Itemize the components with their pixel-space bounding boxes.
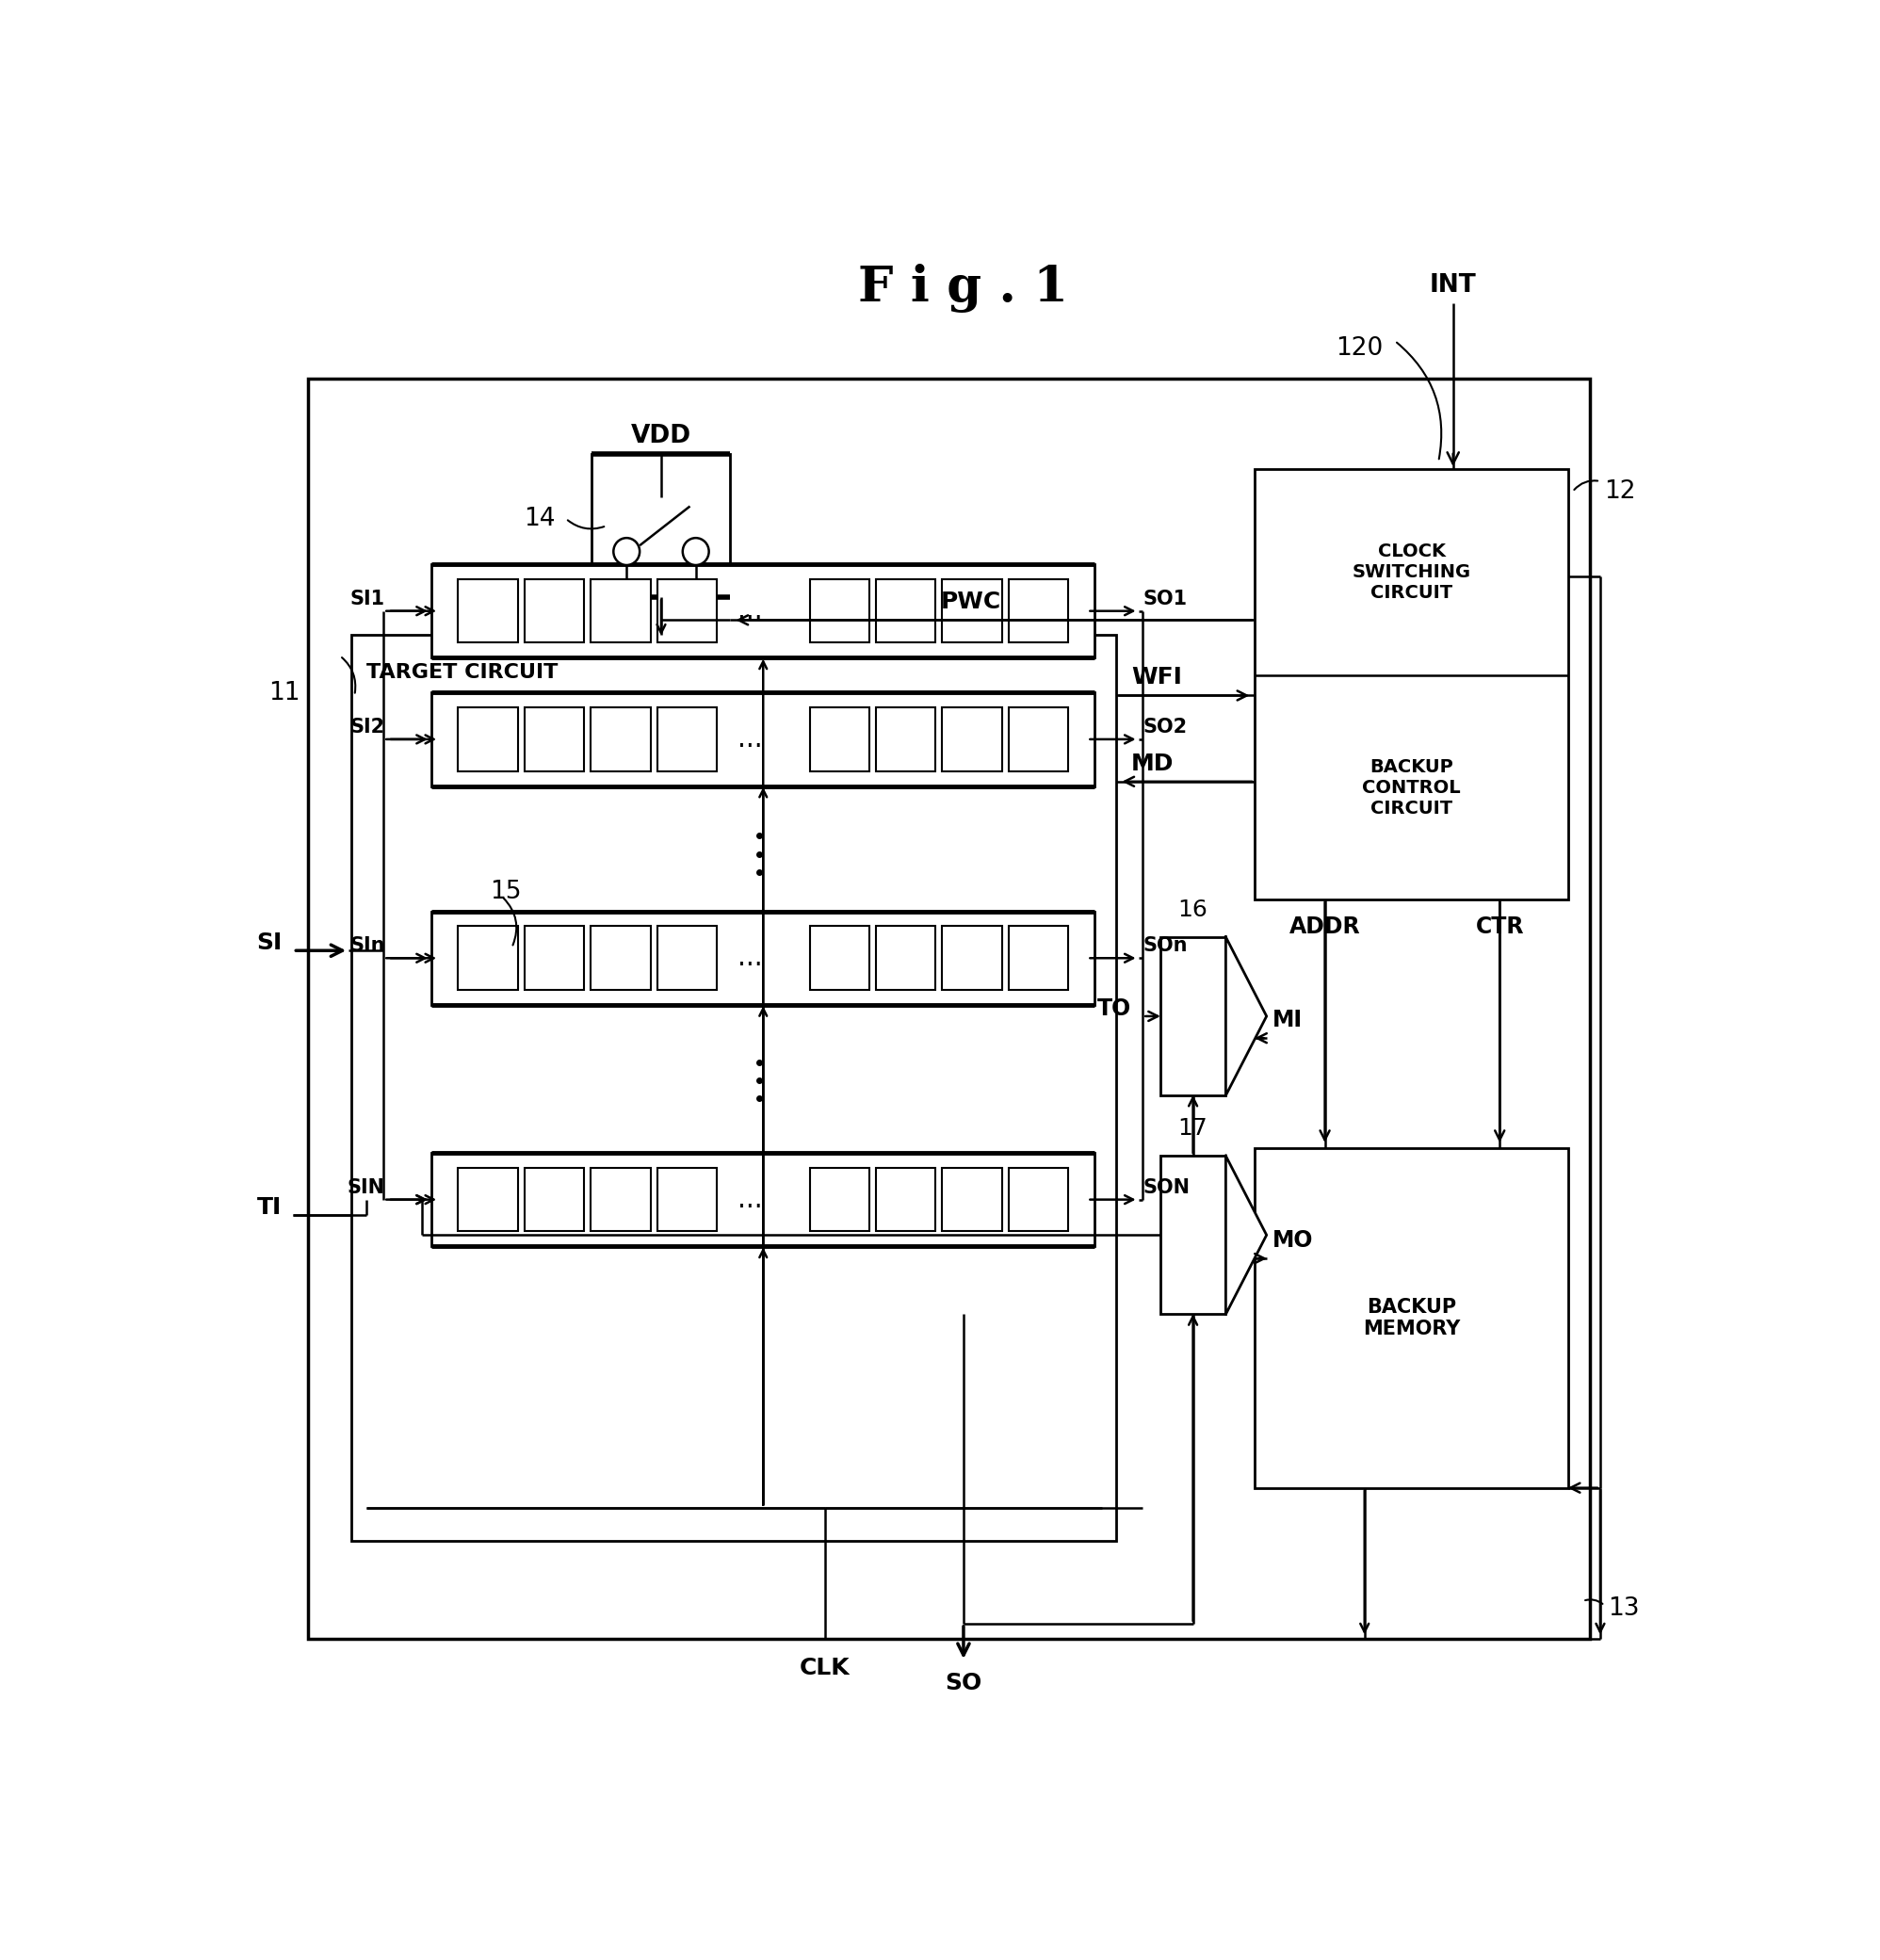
Bar: [1008, 578, 1068, 643]
Bar: [1254, 1149, 1568, 1488]
Text: MO: MO: [1273, 1229, 1314, 1252]
Text: 12: 12: [1604, 480, 1636, 504]
Text: 11: 11: [269, 682, 301, 706]
Text: MD: MD: [1132, 753, 1173, 774]
Bar: [308, 378, 1590, 1639]
Text: WFI: WFI: [1132, 666, 1183, 688]
Bar: [525, 1168, 585, 1231]
Bar: [658, 578, 716, 643]
Text: PWC: PWC: [940, 590, 1000, 613]
Bar: [525, 708, 585, 770]
Bar: [1160, 1156, 1226, 1315]
Bar: [1008, 1168, 1068, 1231]
Polygon shape: [1226, 1156, 1267, 1315]
Circle shape: [682, 537, 709, 564]
Bar: [658, 1168, 716, 1231]
Bar: [1008, 708, 1068, 770]
Text: TI: TI: [258, 1196, 282, 1219]
Polygon shape: [1226, 937, 1267, 1096]
Bar: [876, 708, 936, 770]
Bar: [810, 1168, 869, 1231]
Text: ADDR: ADDR: [1290, 915, 1361, 937]
Bar: [810, 578, 869, 643]
Text: ...: ...: [737, 945, 763, 972]
Bar: [1008, 927, 1068, 990]
Bar: [590, 578, 650, 643]
Bar: [942, 1168, 1002, 1231]
Bar: [658, 927, 716, 990]
Text: SIN: SIN: [348, 1178, 385, 1198]
Text: ...: ...: [737, 725, 763, 753]
Bar: [432, 692, 1094, 786]
Bar: [658, 708, 716, 770]
Circle shape: [613, 537, 639, 564]
Bar: [352, 635, 1117, 1541]
Bar: [590, 708, 650, 770]
Bar: [876, 578, 936, 643]
Text: TARGET CIRCUIT: TARGET CIRCUIT: [367, 662, 558, 682]
Text: VDD: VDD: [632, 423, 692, 449]
Bar: [942, 578, 1002, 643]
Bar: [810, 927, 869, 990]
Text: 17: 17: [1179, 1117, 1209, 1141]
Text: SO2: SO2: [1143, 717, 1186, 737]
Text: BACKUP
CONTROL
CIRCUIT: BACKUP CONTROL CIRCUIT: [1363, 759, 1461, 817]
Text: ...: ...: [737, 598, 763, 623]
Text: CLOCK
SWITCHING
CIRCUIT: CLOCK SWITCHING CIRCUIT: [1352, 543, 1470, 602]
Text: SIn: SIn: [350, 937, 385, 955]
Bar: [876, 1168, 936, 1231]
Text: INT: INT: [1429, 272, 1476, 298]
Bar: [459, 927, 517, 990]
Bar: [942, 708, 1002, 770]
Bar: [459, 1168, 517, 1231]
Bar: [432, 911, 1094, 1005]
Bar: [590, 1168, 650, 1231]
Text: 15: 15: [491, 880, 521, 904]
Text: TO: TO: [1096, 998, 1132, 1019]
Text: 13: 13: [1607, 1595, 1639, 1621]
Bar: [459, 708, 517, 770]
Text: MI: MI: [1273, 1009, 1303, 1031]
Text: ...: ...: [737, 1186, 763, 1213]
Text: F i g . 1: F i g . 1: [859, 263, 1068, 312]
Text: SI2: SI2: [350, 717, 385, 737]
Text: SON: SON: [1143, 1178, 1190, 1198]
Text: SO1: SO1: [1143, 590, 1186, 608]
Bar: [810, 708, 869, 770]
Text: BACKUP
MEMORY: BACKUP MEMORY: [1363, 1298, 1461, 1339]
Text: SI: SI: [256, 931, 282, 955]
Text: 120: 120: [1337, 337, 1384, 361]
Bar: [1160, 937, 1226, 1096]
Bar: [942, 927, 1002, 990]
Text: SOn: SOn: [1143, 937, 1188, 955]
Bar: [590, 927, 650, 990]
Text: 16: 16: [1179, 898, 1209, 921]
Bar: [459, 578, 517, 643]
Bar: [592, 455, 729, 598]
Bar: [1254, 468, 1568, 900]
Text: CLK: CLK: [799, 1656, 850, 1680]
Bar: [525, 578, 585, 643]
Bar: [876, 927, 936, 990]
Bar: [432, 1152, 1094, 1247]
Bar: [432, 564, 1094, 659]
Text: 14: 14: [525, 506, 556, 531]
Text: CTR: CTR: [1476, 915, 1525, 937]
Text: SI1: SI1: [350, 590, 385, 608]
Text: SO: SO: [946, 1672, 981, 1695]
Bar: [525, 927, 585, 990]
